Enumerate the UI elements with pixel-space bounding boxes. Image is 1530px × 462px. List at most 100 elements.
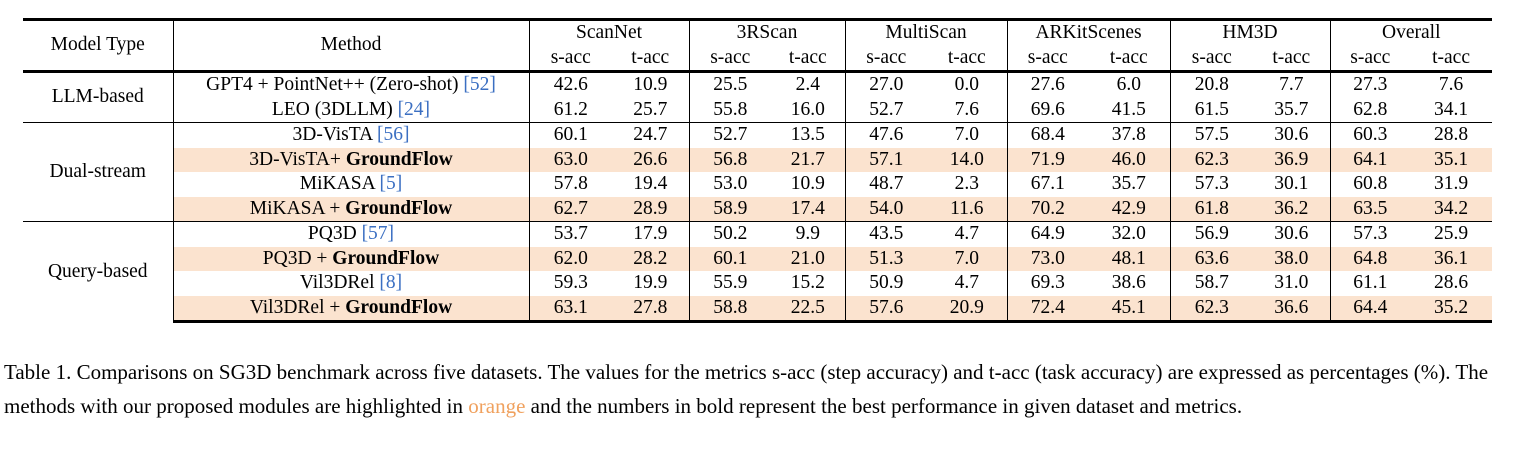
header-metric: t-acc xyxy=(1272,46,1311,68)
value-cell: 60.3 xyxy=(1329,122,1411,148)
value-cell: 21.7 xyxy=(771,147,846,172)
value-cell: 73.0 xyxy=(1006,246,1089,271)
header-dataset: ScanNet xyxy=(528,18,689,46)
model-type-cell: Dual-stream xyxy=(23,122,173,222)
table-row: MiKASA [5] 57.8 19.4 53.0 10.9 48.7 2.3 67.1 35.… xyxy=(23,172,1492,197)
header-model-type: Model Type xyxy=(23,18,173,72)
value-cell: 46.0 xyxy=(1088,147,1171,172)
method-module-name: GroundFlow xyxy=(345,197,453,219)
value-cell: 7.0 xyxy=(927,246,1008,271)
value-cell: 57.5 xyxy=(1169,122,1254,148)
method-cell: PQ3D [57] xyxy=(172,221,529,247)
citation-link[interactable]: [56] xyxy=(376,124,410,145)
value-cell: 17.4 xyxy=(771,196,846,222)
header-metric: s-acc xyxy=(528,45,612,72)
value-cell: 19.4 xyxy=(633,173,668,194)
value-cell: 41.5 xyxy=(1111,98,1146,120)
table-row: LLM-based GPT4 + PointNet++ (Zero-shot) [… xyxy=(23,70,1493,123)
value-cell: 36.6 xyxy=(1253,295,1331,323)
value-cell: 36.2 xyxy=(1253,196,1331,222)
value-cell: 54.0 xyxy=(844,196,928,222)
value-cell: 7.7 xyxy=(1253,70,1331,98)
value-cell: 60.1 xyxy=(688,246,771,271)
value-cell: 0.0 xyxy=(927,70,1008,98)
value-cell: 4.7 xyxy=(954,272,979,293)
value-cell: 24.7 xyxy=(612,122,689,148)
header-metric: t-acc xyxy=(1109,46,1148,68)
value-cell: 53.7 xyxy=(528,221,612,247)
citation-link[interactable]: [8] xyxy=(379,272,403,293)
method-module-name: GroundFlow xyxy=(345,296,453,318)
value-cell: 2.4 xyxy=(771,70,846,98)
header-metric: s-acc xyxy=(1006,45,1089,72)
header-dataset: HM3D xyxy=(1169,18,1331,46)
header-metric: s-acc xyxy=(1329,45,1411,72)
value-cell: 57.8 xyxy=(528,172,612,197)
value-cell: 62.3 xyxy=(1169,147,1254,172)
value-cell: 52.7 xyxy=(688,122,771,148)
value-cell: 32.0 xyxy=(1088,221,1171,247)
value-cell: 7.6 xyxy=(954,98,979,120)
group-llm-based: LLM-based GPT4 + PointNet++ (Zero-shot) [… xyxy=(23,70,1493,123)
citation-link[interactable]: [24] xyxy=(397,98,431,120)
value-cell: 69.6 xyxy=(1006,97,1089,123)
value-cell: 28.6 xyxy=(1433,272,1469,293)
value-cell: 48.7 xyxy=(844,172,928,197)
value-cell: 28.9 xyxy=(612,196,689,222)
value-cell: 60.8 xyxy=(1329,172,1411,197)
header-metric: t-acc xyxy=(947,46,986,68)
value-cell: 70.2 xyxy=(1006,196,1089,222)
value-cell: 25.7 xyxy=(633,98,668,120)
caption-text-end: and the numbers in bold represent the be… xyxy=(525,394,1243,418)
header-dataset: 3RScan xyxy=(688,18,846,46)
value-cell: 27.3 xyxy=(1329,70,1411,98)
value-cell: 50.9 xyxy=(844,271,928,296)
value-cell: 17.9 xyxy=(612,221,689,247)
caption-orange-word: orange xyxy=(468,394,526,418)
group-dual-stream: Dual-stream 3D-VisTA [56] 60.1 24.7 52.7 13.5… xyxy=(23,122,1493,222)
value-cell: 35.1 xyxy=(1410,147,1493,172)
value-cell: 69.3 xyxy=(1006,271,1089,296)
citation-link[interactable]: [57] xyxy=(361,223,395,244)
header-dataset: MultiScan xyxy=(844,18,1008,46)
value-cell: 45.1 xyxy=(1088,295,1171,323)
value-cell: 63.6 xyxy=(1169,246,1254,271)
method-name: Vil3DRel + xyxy=(249,296,346,318)
value-cell: 42.6 xyxy=(528,70,612,98)
group-query-based: Query-based PQ3D [57] 53.7 17.9 50.2 9.9 43.5 4… xyxy=(23,221,1493,323)
value-cell: 14.0 xyxy=(927,147,1008,172)
value-cell: 10.9 xyxy=(612,70,689,98)
method-cell: Vil3DRel + GroundFlow xyxy=(172,295,529,323)
method-name: 3D-VisTA xyxy=(292,124,377,145)
value-cell: 27.0 xyxy=(844,70,928,98)
value-cell: 63.0 xyxy=(528,147,612,172)
value-cell: 57.3 xyxy=(1329,221,1411,247)
value-cell: 64.1 xyxy=(1329,147,1411,172)
method-cell: Vil3DRel [8] xyxy=(172,271,529,296)
table-row: PQ3D + GroundFlow 62.0 28.2 60.1 21.0 51.3 7.0… xyxy=(23,246,1493,271)
method-cell: MiKASA [5] xyxy=(172,172,529,197)
header-metric: s-acc xyxy=(844,45,928,72)
value-cell: 22.5 xyxy=(771,295,846,323)
value-cell: 38.0 xyxy=(1253,246,1331,271)
value-cell: 13.5 xyxy=(771,122,846,148)
value-cell: 58.8 xyxy=(688,295,771,323)
table-row: Vil3DRel + GroundFlow 63.1 27.8 58.8 22.5 57.… xyxy=(23,295,1493,323)
value-cell: 47.6 xyxy=(844,122,928,148)
table-row: Dual-stream 3D-VisTA [56] 60.1 24.7 52.7 13.5… xyxy=(23,122,1493,222)
table-row: LEO (3DLLM) [24] 61.2 25.7 55.8 16.0 52.7 7.6 6… xyxy=(23,97,1492,123)
method-name: 3D-VisTA+ xyxy=(249,148,346,170)
value-cell: 53.0 xyxy=(688,172,771,197)
citation-link[interactable]: [5] xyxy=(379,173,403,194)
value-cell: 34.2 xyxy=(1410,196,1493,222)
model-type-cell: Query-based xyxy=(23,221,173,322)
method-name: LEO (3DLLM) xyxy=(271,98,398,120)
value-cell: 56.8 xyxy=(688,147,771,172)
value-cell: 37.8 xyxy=(1088,122,1171,148)
citation-link[interactable]: [52] xyxy=(463,74,496,95)
value-cell: 4.7 xyxy=(927,221,1008,247)
value-cell: 58.9 xyxy=(688,196,771,222)
value-cell: 50.2 xyxy=(688,221,771,247)
value-cell: 36.1 xyxy=(1410,246,1493,271)
comparison-table: Model Type Method ScanNet 3RScan MultiSc… xyxy=(23,18,1493,323)
